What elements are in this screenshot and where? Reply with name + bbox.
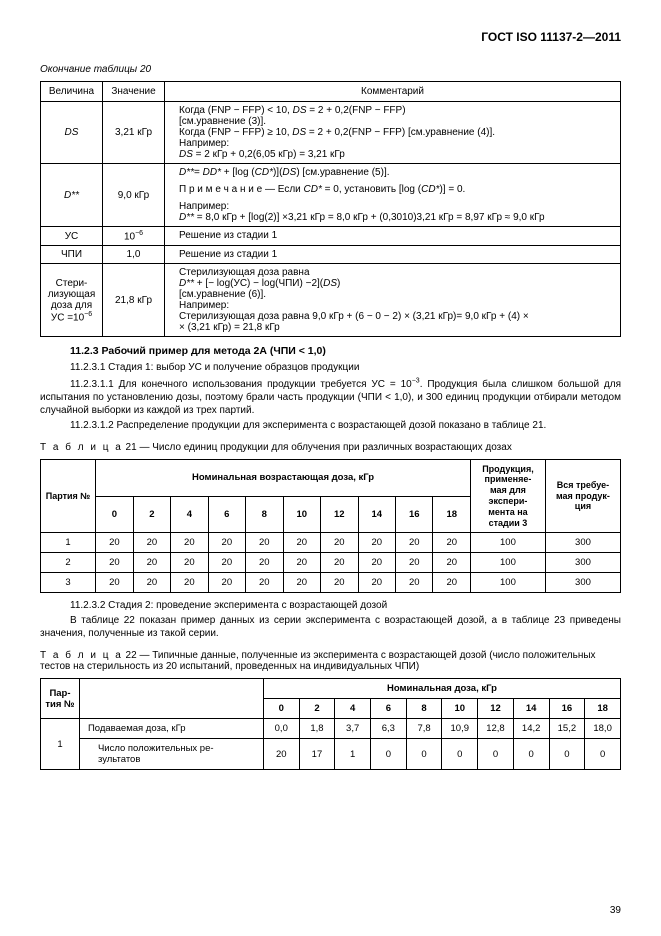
p1-text: 11.2.3.1 Стадия 1: выбор УС и получение …	[70, 362, 359, 373]
table22-caption: Т а б л и ц а 22 — Типичные данные, полу…	[40, 650, 621, 672]
para-11-2-3-1-1: 11.2.3.1.1 Для конечного использования п…	[40, 376, 621, 416]
t21-col-total: Вся требуе-мая продук-ция	[545, 459, 620, 533]
p2-text: 11.2.3.1.1 Для конечного использования п…	[40, 379, 621, 416]
para-11-2-3-1: 11.2.3.1 Стадия 1: выбор УС и получение …	[40, 361, 621, 374]
t21-col-stage3: Продукция,применяе-мая дляэкспери-мента …	[470, 459, 545, 533]
t22-blank-header	[79, 679, 263, 719]
table-21: Партия № Номинальная возрастающая доза, …	[40, 459, 621, 594]
t21-col-partiya: Партия №	[41, 459, 96, 533]
para-11-2-3-1-2: 11.2.3.1.2 Распределение продукции для э…	[40, 419, 621, 432]
table-22: Пар-тия № Номинальная доза, кГр 02468101…	[40, 678, 621, 770]
document-header: ГОСТ ISO 11137-2—2011	[40, 30, 621, 44]
table-20: Величина Значение Комментарий DS3,21 кГр…	[40, 81, 621, 337]
table21-caption: Т а б л и ц а 21 — Число единиц продукци…	[40, 442, 621, 453]
t22-top-header: Номинальная доза, кГр	[263, 679, 620, 699]
p4-text: 11.2.3.2 Стадия 2: проведение эксперимен…	[70, 600, 387, 611]
para-after-11-2-3-2: В таблице 22 показан пример данных из се…	[40, 614, 621, 640]
p5-text: В таблице 22 показан пример данных из се…	[40, 615, 621, 639]
t20-h1: Величина	[41, 82, 103, 102]
t22-col-partiya: Пар-тия №	[41, 679, 80, 719]
p3-text: 11.2.3.1.2 Распределение продукции для э…	[70, 420, 546, 431]
t20-h3: Комментарий	[165, 82, 621, 102]
page-number: 39	[610, 905, 621, 916]
t21-top-header: Номинальная возрастающая доза, кГр	[96, 459, 471, 496]
table20-end-caption: Окончание таблицы 20	[40, 64, 621, 75]
section-11-2-3-title: 11.2.3 Рабочий пример для метода 2А (ЧПИ…	[70, 345, 621, 357]
t20-h2: Значение	[103, 82, 165, 102]
para-11-2-3-2: 11.2.3.2 Стадия 2: проведение эксперимен…	[40, 599, 621, 612]
